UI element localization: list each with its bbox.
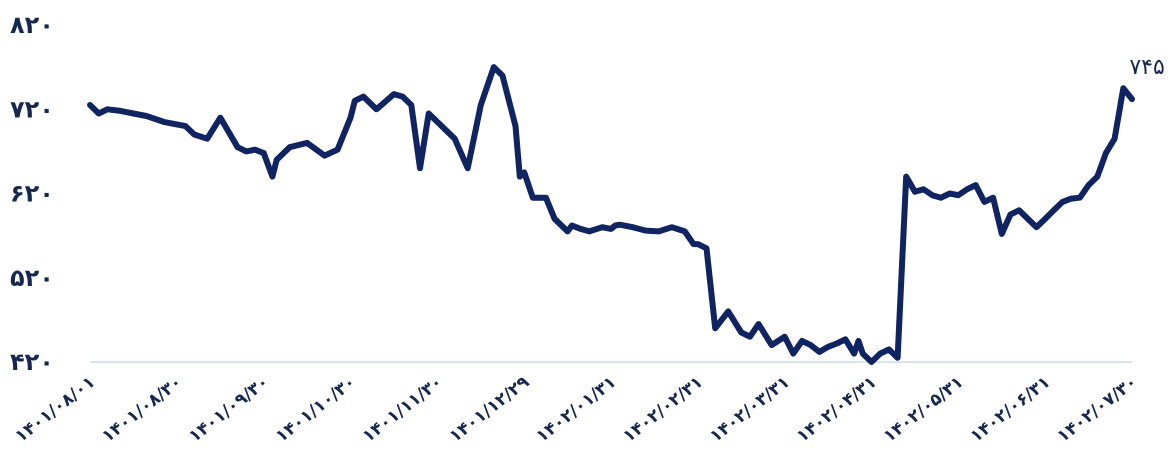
x-tick-label: ۱۴۰۱/۰۹/۳۰	[185, 372, 273, 447]
y-axis: ۴۲۰ ۵۲۰ ۶۲۰ ۷۲۰ ۸۲۰	[10, 11, 54, 376]
last-value-label: ۷۴۵	[1129, 55, 1164, 80]
y-tick-label: ۶۲۰	[10, 180, 54, 208]
y-tick-label: ۸۲۰	[10, 11, 54, 39]
price-series-line	[87, 64, 1135, 365]
x-tick-label: ۱۴۰۲/۰۲/۳۱	[619, 372, 707, 447]
x-tick-label: ۱۴۰۲/۰۵/۳۱	[880, 372, 968, 447]
x-tick-label: ۱۴۰۲/۰۱/۳۱	[533, 372, 621, 447]
x-tick-label: ۱۴۰۱/۱۱/۳۰	[359, 372, 447, 447]
y-tick-label: ۵۲۰	[10, 264, 54, 292]
x-tick-label: ۱۴۰۱/۰۸/۳۰	[98, 372, 186, 447]
x-tick-label: ۱۴۰۱/۰۸/۰۱	[12, 372, 100, 447]
x-tick-label: ۱۴۰۲/۰۴/۳۱	[793, 372, 881, 447]
x-tick-label: ۱۴۰۲/۰۶/۳۱	[967, 372, 1055, 447]
x-tick-label: ۱۴۰۱/۱۰/۳۰	[272, 372, 360, 447]
y-tick-label: ۷۲۰	[10, 95, 54, 123]
x-tick-label: ۱۴۰۲/۰۳/۳۱	[706, 372, 794, 447]
x-tick-label: ۱۴۰۲/۰۷/۳۰	[1054, 372, 1142, 447]
x-axis: ۱۴۰۱/۰۸/۰۱ ۱۴۰۱/۰۸/۳۰ ۱۴۰۱/۰۹/۳۰ ۱۴۰۱/۱۰/۳۰…	[12, 372, 1142, 447]
x-tick-label: ۱۴۰۱/۱۲/۲۹	[446, 372, 534, 447]
y-tick-label: ۴۲۰	[10, 348, 54, 376]
